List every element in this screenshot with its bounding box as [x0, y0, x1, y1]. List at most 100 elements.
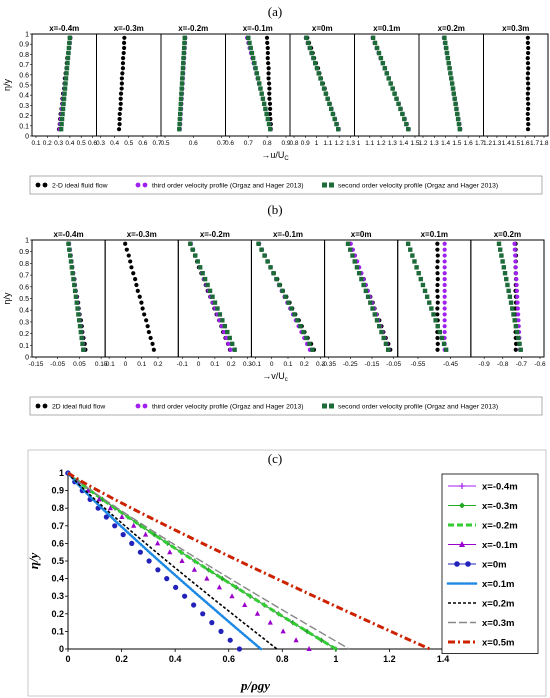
subplot-title: x=0.1m — [421, 230, 448, 239]
third-order-point — [442, 253, 447, 258]
second-order-point — [271, 271, 276, 276]
second-order-point — [518, 347, 523, 352]
subplot-title: x=-0.2m — [178, 24, 208, 33]
ideal-flow-point — [435, 282, 440, 288]
subplot-title: x=-0.4m — [49, 24, 79, 33]
second-order-point — [311, 55, 316, 61]
second-order-point — [177, 121, 182, 127]
second-order-point — [182, 40, 187, 46]
second-order-point — [65, 55, 71, 61]
second-order-point — [510, 306, 515, 311]
second-order-point — [449, 81, 455, 86]
ideal-flow-point — [126, 253, 131, 258]
second-order-point — [202, 276, 208, 282]
series-point — [173, 584, 179, 591]
second-order-point — [513, 323, 519, 329]
second-order-point — [229, 341, 235, 347]
x-tick-label: 0 — [124, 361, 128, 368]
x-tick-label: 1.7 — [475, 140, 484, 147]
second-order-point — [260, 96, 266, 101]
legend-marker — [135, 403, 141, 409]
second-order-point — [72, 288, 78, 294]
second-order-point — [77, 323, 83, 329]
series-point — [155, 567, 161, 573]
ideal-flow-point — [135, 288, 140, 293]
second-order-point — [454, 106, 459, 112]
ideal-flow-point — [435, 335, 440, 341]
x-tick-label: -0.25 — [343, 361, 358, 368]
x-tick-label: 1.3 — [346, 140, 355, 147]
series-line — [67, 471, 431, 651]
second-order-point — [305, 40, 311, 46]
subplot-title: x=0.3m — [502, 24, 529, 33]
ideal-flow-point — [513, 341, 519, 346]
x-tick-label: 0.6 — [88, 140, 97, 147]
second-order-point — [365, 294, 371, 299]
subplot: x=-0.2m -0.1 0 0.1 0.2 0.3 — [177, 230, 253, 368]
ideal-flow-point — [435, 241, 440, 246]
second-order-point — [178, 96, 184, 101]
second-order-point — [179, 86, 184, 91]
second-order-point — [79, 335, 84, 341]
x-tick-label: 1.4 — [437, 654, 450, 664]
series-point — [293, 637, 299, 643]
subplot-title: x=-0.4m — [54, 230, 84, 239]
second-order-point — [325, 96, 330, 101]
legend: x=-0.4m x=-0.3m x=-0.2m x=-0.1m x=0m x=0.1m x=… — [441, 473, 539, 654]
y-tick-label: 1 — [25, 238, 29, 245]
subplot-frame — [96, 33, 162, 137]
second-order-point — [74, 300, 79, 305]
second-order-point — [71, 276, 76, 282]
subplot-title: x=-0.1m — [243, 24, 273, 33]
series-point — [100, 496, 105, 502]
ideal-flow-point — [525, 40, 530, 45]
second-order-point — [268, 126, 273, 132]
ideal-flow-point — [119, 76, 124, 81]
legend-label: x=0.3m — [482, 618, 515, 629]
x-tick-label: 0.1 — [210, 361, 219, 368]
third-order-point — [515, 300, 520, 305]
third-order-point — [513, 253, 518, 258]
legend-label: x=0.1m — [482, 579, 515, 590]
second-order-point — [227, 335, 232, 341]
second-order-point — [64, 71, 69, 76]
second-order-point — [286, 300, 291, 305]
x-tick-label: -0.9 — [479, 361, 491, 368]
x-tick-label: 0.2 — [227, 361, 236, 368]
second-order-point — [67, 35, 73, 41]
ideal-flow-point — [525, 116, 531, 122]
series-line — [66, 471, 263, 651]
x-tick-label: 0.7 — [244, 140, 253, 147]
series — [67, 472, 278, 650]
second-order-point — [72, 282, 77, 288]
second-order-point — [177, 126, 182, 132]
third-order-point — [515, 306, 520, 311]
x-tick-label: 1.5 — [410, 140, 419, 147]
second-order-point — [188, 241, 193, 246]
second-order-point — [258, 86, 263, 91]
ideal-flow-point — [525, 91, 530, 96]
second-order-point — [301, 329, 306, 335]
chart-frame — [27, 449, 547, 697]
x-tick-label: -0.05 — [50, 361, 65, 368]
y-tick-label: 0.2 — [19, 113, 29, 120]
third-order-point — [512, 241, 517, 246]
second-order-point — [257, 81, 262, 86]
y-tick-label: 0.3 — [51, 591, 64, 601]
second-order-point — [457, 126, 463, 132]
ideal-flow-point — [120, 56, 126, 61]
series-point — [306, 646, 312, 651]
series-point — [242, 602, 248, 607]
series-point — [129, 540, 135, 547]
second-order-point — [255, 76, 261, 81]
y-tick-label: 0.7 — [19, 62, 29, 69]
second-order-point — [516, 335, 521, 341]
ideal-flow-point — [526, 106, 531, 111]
ideal-flow-point — [266, 71, 271, 76]
subplot-frame — [160, 33, 226, 137]
second-order-point — [195, 259, 200, 264]
second-order-point — [190, 247, 195, 252]
ideal-flow-point — [123, 241, 128, 246]
x-tick-label: 1.1 — [365, 140, 374, 147]
series-line — [67, 472, 350, 650]
